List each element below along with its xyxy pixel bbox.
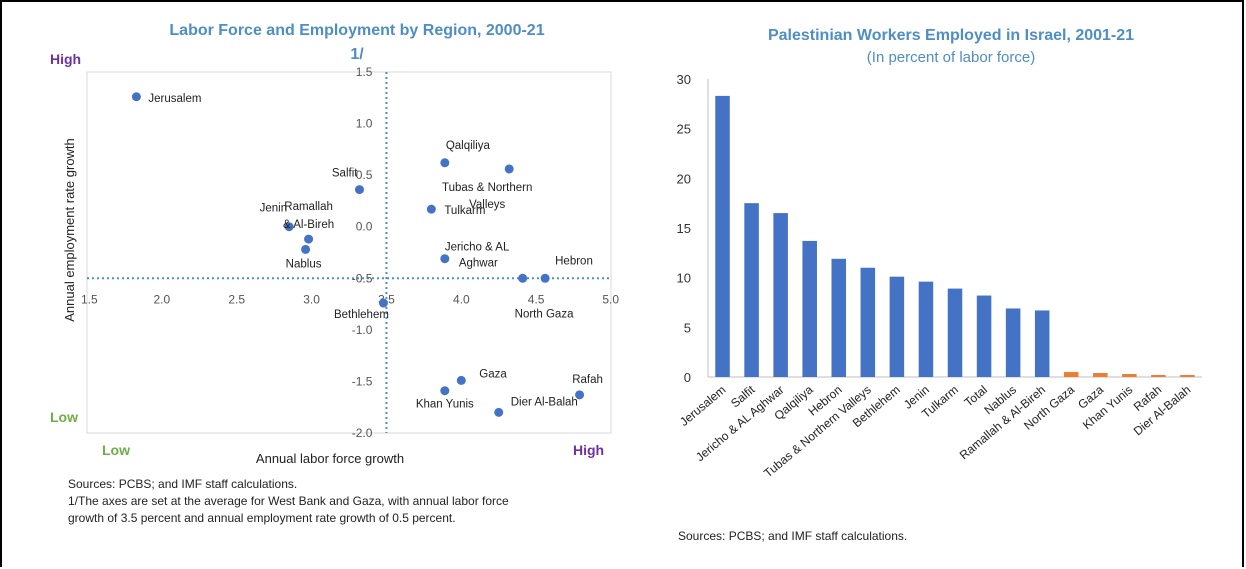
point-label: North Gaza: [515, 308, 574, 320]
point-label-line: Ramallah: [284, 201, 333, 213]
bar-chart: Palestinian Workers Employed in Israel, …: [677, 27, 1202, 480]
y-tick-label: -1.5: [352, 374, 373, 388]
scatter-title-line2: 1/: [350, 46, 364, 63]
y-tick-label: -0.5: [352, 271, 373, 285]
scatter-point: [354, 185, 364, 195]
x-tick-label: 4.5: [528, 292, 545, 306]
scatter-point: [504, 164, 514, 174]
bar-y-tick-label: 0: [684, 370, 691, 385]
scatter-point: [131, 92, 141, 102]
point-label-line: Aghwar: [459, 258, 498, 270]
point-label: Bethlehem: [334, 309, 389, 321]
point-label: Khan Yunis: [416, 399, 474, 411]
scatter-chart: Labor Force and Employment by Region, 20…: [50, 22, 619, 466]
point-label: Hebron: [555, 255, 593, 267]
right-sources: Sources: PCBS; and IMF staff calculation…: [678, 529, 908, 543]
bar: [802, 240, 817, 377]
point-label: Jenin: [260, 203, 288, 215]
plot-area: [86, 71, 612, 434]
bar-y-tick-label: 5: [684, 320, 691, 335]
low-x-label: Low: [102, 442, 130, 458]
y-tick-label: -1.0: [352, 323, 373, 337]
bar-y-tick-label: 10: [677, 271, 691, 286]
bar-subtitle: (In percent of labor force): [867, 49, 1035, 66]
x-tick-label: 1.5: [81, 292, 98, 306]
x-axis-title: Annual labor force growth: [256, 451, 404, 466]
x-tick-label: 3.0: [303, 292, 320, 306]
scatter-point: [440, 254, 450, 264]
bar-category-label: Jerusalem: [677, 383, 728, 429]
bar: [918, 281, 934, 377]
point-label: Nablus: [286, 258, 322, 270]
scatter-point: [456, 375, 466, 385]
point-label: Rafah: [572, 374, 603, 386]
point-label-line: Tubas & Northern: [442, 182, 532, 194]
point-label: Ramallah & Al-Bireh: [283, 201, 334, 231]
point-label: Salfit: [332, 168, 358, 180]
x-tick-label: 2.0: [154, 292, 171, 306]
point-label-line: Valleys: [469, 199, 505, 211]
y-tick-label: 0.5: [356, 168, 373, 182]
left-note-line1: 1/The axes are set at the average for We…: [68, 494, 509, 508]
point-label: Tubas & Northern Valleys: [442, 182, 532, 211]
bar: [1151, 375, 1166, 377]
bar: [1005, 308, 1021, 377]
x-tick-label: 2.5: [228, 292, 245, 306]
scatter-point: [518, 273, 528, 283]
y-tick-label: 1.5: [356, 65, 373, 79]
scatter-point: [284, 222, 294, 232]
scatter-point: [494, 407, 504, 417]
bar: [715, 95, 730, 378]
left-sources: Sources: PCBS; and IMF staff calculation…: [68, 476, 509, 527]
bar: [1180, 375, 1195, 377]
bar: [1122, 374, 1137, 377]
bar: [1034, 310, 1050, 377]
point-label: Qalqiliya: [446, 140, 491, 152]
x-tick-label: 4.0: [453, 292, 470, 306]
bar: [1093, 373, 1108, 377]
scatter-point: [440, 386, 450, 396]
bar: [831, 258, 847, 377]
scatter-point: [575, 390, 585, 400]
bar: [976, 295, 992, 377]
y-tick-label: 1.0: [356, 117, 373, 131]
point-label: Jericho & AL Aghwar: [445, 242, 510, 270]
left-note-line2: growth of 3.5 percent and annual employm…: [68, 511, 456, 525]
high-y-label: High: [50, 51, 81, 67]
bar-y-tick-label: 30: [677, 72, 691, 87]
low-y-label: Low: [50, 409, 78, 425]
bar: [889, 276, 905, 377]
bar-y-tick-label: 15: [677, 221, 691, 236]
point-label: Gaza: [479, 368, 507, 380]
x-tick-label: 5.0: [602, 292, 619, 306]
y-tick-label: 0.0: [356, 220, 373, 234]
bar-y-tick-label: 20: [677, 171, 691, 186]
bar: [744, 203, 759, 377]
scatter-point: [301, 244, 311, 254]
point-label-line: & Al-Bireh: [283, 219, 334, 231]
y-tick-label: -2.0: [352, 426, 373, 440]
bar: [860, 267, 876, 377]
point-label: Dier Al-Balah: [511, 396, 578, 408]
scatter-point: [540, 273, 550, 283]
bar: [1063, 372, 1079, 377]
left-sources-text: Sources: PCBS; and IMF staff calculation…: [68, 477, 298, 491]
bar-title: Palestinian Workers Employed in Israel, …: [768, 27, 1134, 44]
bar-y-tick-label: 25: [677, 122, 691, 137]
point-label-line: Jericho & AL: [445, 242, 510, 254]
scatter-title-line1: Labor Force and Employment by Region, 20…: [169, 22, 544, 39]
point-label: Jerusalem: [148, 93, 201, 105]
bar: [773, 213, 788, 377]
scatter-point: [304, 234, 314, 244]
scatter-point: [426, 204, 436, 214]
point-label: Tulkarm: [444, 205, 485, 217]
high-x-label: High: [573, 442, 604, 458]
bar: [947, 288, 963, 377]
scatter-point: [440, 158, 450, 168]
scatter-point: [378, 298, 388, 308]
y-axis-title: Annual employment rate growth: [62, 138, 77, 322]
